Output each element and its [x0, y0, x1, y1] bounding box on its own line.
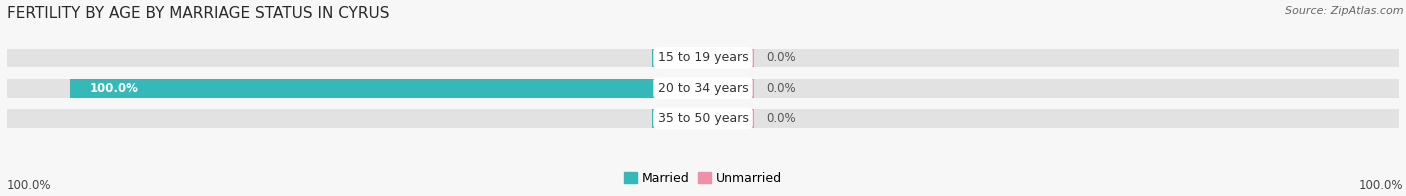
- Text: 100.0%: 100.0%: [7, 179, 52, 192]
- Text: 35 to 50 years: 35 to 50 years: [658, 112, 748, 125]
- Bar: [7, 109, 1399, 128]
- Bar: [703, 109, 754, 128]
- Text: FERTILITY BY AGE BY MARRIAGE STATUS IN CYRUS: FERTILITY BY AGE BY MARRIAGE STATUS IN C…: [7, 6, 389, 21]
- Bar: [652, 109, 703, 128]
- Bar: [703, 79, 754, 98]
- Bar: [7, 79, 1399, 98]
- Text: 0.0%: 0.0%: [766, 112, 796, 125]
- Text: 15 to 19 years: 15 to 19 years: [658, 52, 748, 64]
- Text: 0.0%: 0.0%: [654, 52, 685, 64]
- Bar: [7, 49, 1399, 67]
- Bar: [652, 49, 703, 67]
- Text: Source: ZipAtlas.com: Source: ZipAtlas.com: [1285, 6, 1403, 16]
- Text: 0.0%: 0.0%: [766, 52, 796, 64]
- Legend: Married, Unmarried: Married, Unmarried: [619, 167, 787, 190]
- Bar: [70, 79, 703, 98]
- Text: 20 to 34 years: 20 to 34 years: [658, 82, 748, 95]
- Text: 100.0%: 100.0%: [1358, 179, 1403, 192]
- Text: 0.0%: 0.0%: [654, 112, 685, 125]
- Text: 100.0%: 100.0%: [89, 82, 138, 95]
- Text: 0.0%: 0.0%: [766, 82, 796, 95]
- Bar: [703, 49, 754, 67]
